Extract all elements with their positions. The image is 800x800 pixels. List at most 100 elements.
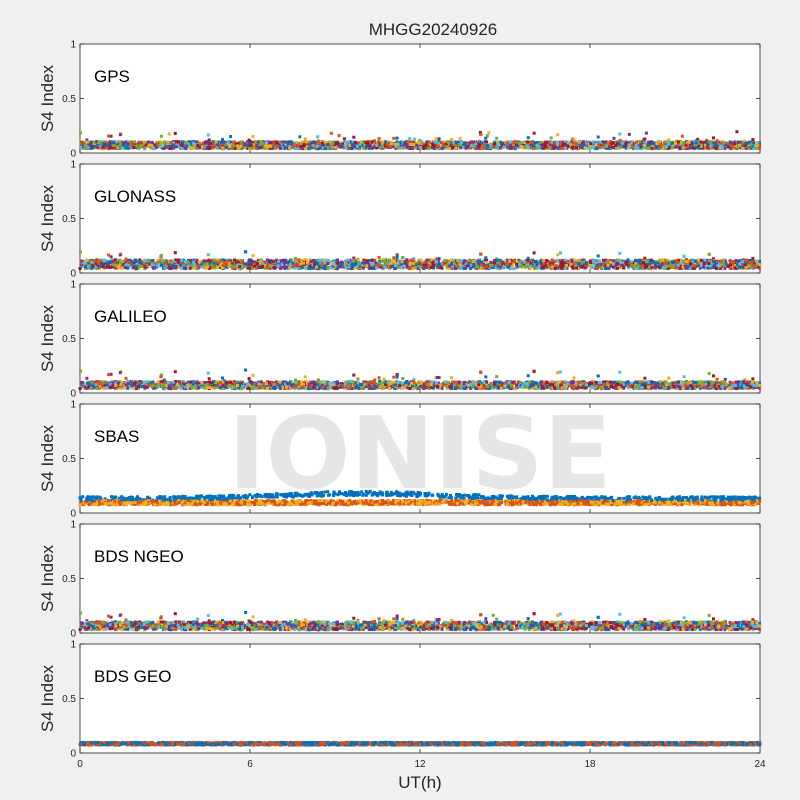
data-point (552, 145, 555, 148)
data-point (102, 142, 105, 145)
data-point (147, 141, 150, 144)
data-point (509, 144, 512, 147)
data-point (665, 145, 668, 148)
data-point (423, 145, 426, 148)
data-point (288, 147, 291, 150)
data-point (297, 144, 300, 147)
data-point (451, 146, 454, 149)
data-point (459, 137, 462, 140)
data-point (389, 145, 392, 148)
data-point (168, 133, 171, 136)
data-point (130, 143, 133, 146)
data-point (181, 140, 184, 143)
data-point (159, 145, 162, 148)
data-point (597, 136, 600, 139)
data-point (604, 141, 607, 144)
data-point (503, 146, 506, 149)
data-point (671, 146, 674, 149)
axes-box (80, 44, 760, 153)
data-point (437, 142, 440, 145)
data-point (322, 144, 325, 147)
data-point (578, 144, 581, 147)
data-point (575, 143, 578, 146)
data-point (682, 141, 685, 144)
data-point (712, 136, 715, 139)
data-point (695, 141, 698, 144)
data-point (719, 146, 722, 149)
data-point (330, 132, 333, 135)
data-point (536, 147, 539, 150)
data-point (169, 141, 172, 144)
data-point (303, 144, 306, 147)
y-tick-label: 0 (70, 269, 76, 280)
data-point (115, 140, 118, 143)
data-point (750, 143, 753, 146)
data-point (575, 146, 578, 149)
data-point (119, 133, 122, 136)
data-point (706, 146, 709, 149)
data-point (533, 132, 536, 135)
data-point (434, 141, 437, 144)
data-point (163, 141, 166, 144)
data-point (536, 144, 539, 147)
data-point (496, 143, 499, 146)
data-point (79, 131, 82, 134)
data-point (160, 135, 163, 138)
y-axis-label: S4 Index (38, 184, 57, 252)
data-point (460, 141, 463, 144)
data-point (563, 143, 566, 146)
data-point (381, 140, 384, 143)
data-point (639, 144, 642, 147)
data-point (652, 142, 655, 145)
data-point (668, 143, 671, 146)
data-point (347, 140, 350, 143)
data-point (80, 142, 83, 145)
data-point (156, 142, 159, 145)
data-point (454, 147, 457, 150)
data-point (484, 140, 487, 143)
data-point (172, 146, 175, 149)
data-point (378, 137, 381, 140)
data-point (258, 146, 261, 149)
data-point (549, 146, 552, 149)
data-point (659, 145, 662, 148)
data-point (395, 143, 398, 146)
data-point (597, 254, 600, 257)
data-point (688, 141, 691, 144)
data-point (751, 138, 754, 141)
data-point (725, 144, 728, 147)
data-point (560, 147, 563, 150)
data-point (96, 146, 99, 149)
data-point (300, 141, 303, 144)
data-point (635, 145, 638, 148)
data-point (205, 142, 208, 145)
data-point (455, 141, 458, 144)
data-point (356, 145, 359, 148)
data-point (735, 130, 738, 133)
data-point (343, 137, 346, 140)
data-point (175, 145, 178, 148)
data-point (236, 144, 239, 147)
data-point (290, 142, 293, 145)
data-point (90, 147, 93, 150)
data-point (543, 143, 546, 146)
data-point (160, 254, 163, 257)
data-point (314, 141, 317, 144)
data-point (527, 136, 530, 139)
data-point (89, 143, 92, 146)
data-point (386, 143, 389, 146)
data-point (678, 147, 681, 150)
data-point (479, 133, 482, 136)
data-point (410, 140, 413, 143)
data-point (206, 146, 209, 149)
data-point (445, 145, 448, 148)
data-point (744, 142, 747, 145)
data-point (556, 133, 559, 136)
data-point (244, 143, 247, 146)
axes-box (80, 164, 760, 273)
data-point (559, 142, 562, 145)
data-point (583, 147, 586, 150)
data-point (365, 141, 368, 144)
data-point (671, 142, 674, 145)
